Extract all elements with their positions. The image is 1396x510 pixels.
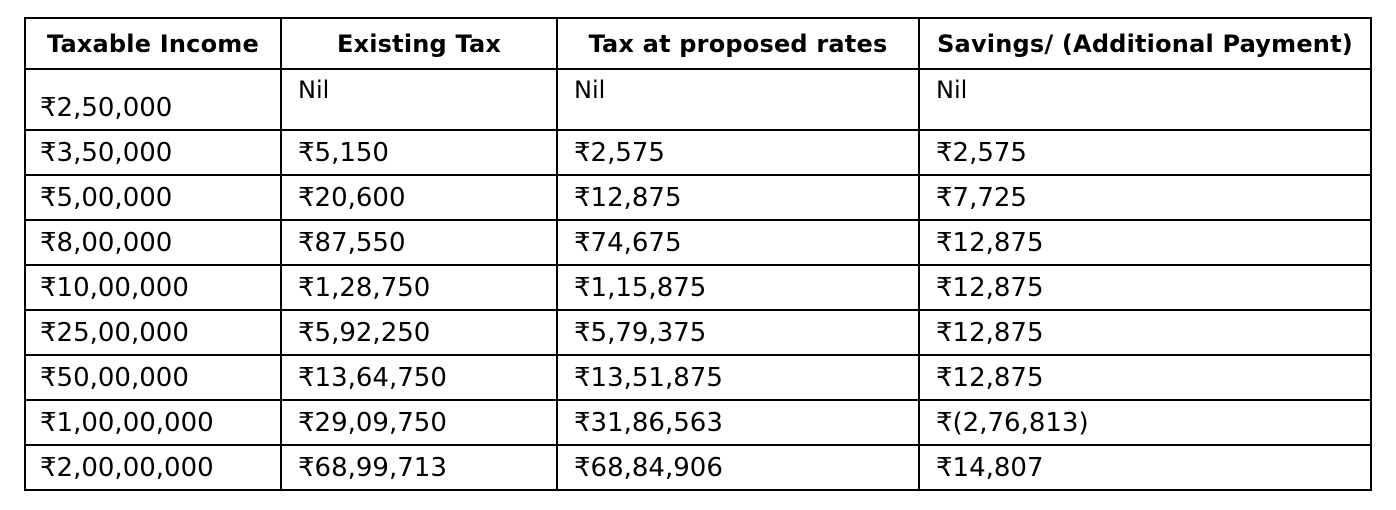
table-header: Taxable Income Existing Tax Tax at propo… [24,17,1372,70]
header-tax-at-proposed-rates: Tax at proposed rates [556,17,920,70]
cell-taxable-income: ₹1,00,00,000 [24,399,282,446]
header-savings: Savings/ (Additional Payment) [918,17,1372,70]
cell-existing-tax: ₹29,09,750 [280,399,558,446]
cell-proposed-tax: ₹68,84,906 [556,444,920,491]
table-row: ₹2,50,000 Nil Nil Nil [24,68,1372,131]
cell-taxable-income: ₹3,50,000 [24,129,282,176]
cell-savings: ₹12,875 [918,354,1372,401]
table-row: ₹2,00,00,000 ₹68,99,713 ₹68,84,906 ₹14,8… [24,444,1372,491]
table-row: ₹50,00,000 ₹13,64,750 ₹13,51,875 ₹12,875 [24,354,1372,401]
header-existing-tax: Existing Tax [280,17,558,70]
cell-taxable-income: ₹2,50,000 [24,68,282,131]
cell-proposed-tax: ₹74,675 [556,219,920,266]
cell-proposed-tax: ₹12,875 [556,174,920,221]
cell-taxable-income: ₹10,00,000 [24,264,282,311]
table-row: ₹1,00,00,000 ₹29,09,750 ₹31,86,563 ₹(2,7… [24,399,1372,446]
table-body: ₹2,50,000 Nil Nil Nil ₹3,50,000 ₹5,150 ₹… [24,68,1372,491]
cell-proposed-tax: Nil [556,68,920,131]
cell-savings: ₹12,875 [918,219,1372,266]
table-row: ₹8,00,000 ₹87,550 ₹74,675 ₹12,875 [24,219,1372,266]
cell-existing-tax: ₹13,64,750 [280,354,558,401]
cell-existing-tax: ₹5,92,250 [280,309,558,356]
table-row: ₹10,00,000 ₹1,28,750 ₹1,15,875 ₹12,875 [24,264,1372,311]
cell-taxable-income: ₹2,00,00,000 [24,444,282,491]
header-taxable-income: Taxable Income [24,17,282,70]
tax-comparison-table: Taxable Income Existing Tax Tax at propo… [24,17,1372,491]
cell-taxable-income: ₹5,00,000 [24,174,282,221]
cell-existing-tax: ₹5,150 [280,129,558,176]
cell-savings: ₹12,875 [918,309,1372,356]
cell-existing-tax: Nil [280,68,558,131]
cell-proposed-tax: ₹31,86,563 [556,399,920,446]
cell-proposed-tax: ₹2,575 [556,129,920,176]
header-row: Taxable Income Existing Tax Tax at propo… [24,17,1372,70]
cell-proposed-tax: ₹1,15,875 [556,264,920,311]
cell-savings: ₹2,575 [918,129,1372,176]
cell-existing-tax: ₹87,550 [280,219,558,266]
cell-existing-tax: ₹68,99,713 [280,444,558,491]
cell-taxable-income: ₹50,00,000 [24,354,282,401]
cell-proposed-tax: ₹13,51,875 [556,354,920,401]
cell-savings: ₹12,875 [918,264,1372,311]
cell-savings: ₹7,725 [918,174,1372,221]
cell-proposed-tax: ₹5,79,375 [556,309,920,356]
cell-savings: Nil [918,68,1372,131]
cell-taxable-income: ₹8,00,000 [24,219,282,266]
table-row: ₹5,00,000 ₹20,600 ₹12,875 ₹7,725 [24,174,1372,221]
cell-existing-tax: ₹1,28,750 [280,264,558,311]
cell-savings: ₹14,807 [918,444,1372,491]
cell-taxable-income: ₹25,00,000 [24,309,282,356]
table-row: ₹25,00,000 ₹5,92,250 ₹5,79,375 ₹12,875 [24,309,1372,356]
cell-existing-tax: ₹20,600 [280,174,558,221]
table-row: ₹3,50,000 ₹5,150 ₹2,575 ₹2,575 [24,129,1372,176]
cell-savings: ₹(2,76,813) [918,399,1372,446]
